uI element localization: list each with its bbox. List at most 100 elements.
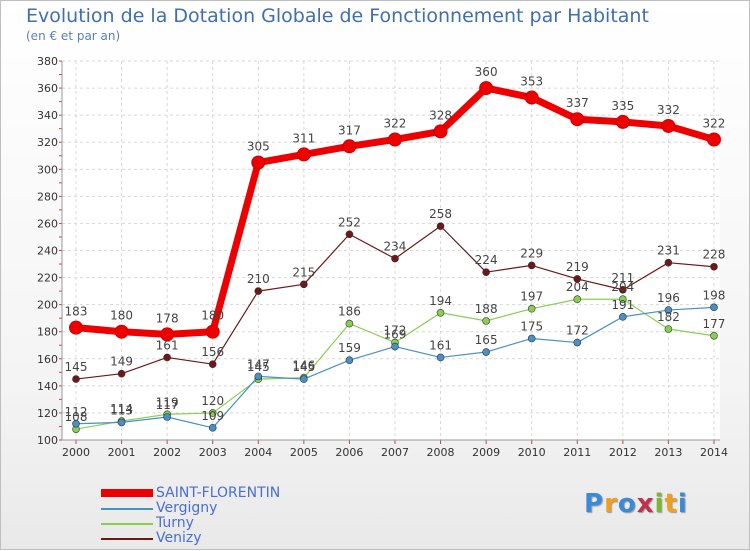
data-label-venizy: 219 [566, 260, 589, 274]
data-label-vergigny: 145 [292, 360, 315, 374]
y-tick-label: 240 [37, 245, 58, 258]
logo-letter: x [636, 489, 655, 519]
y-tick-label: 180 [37, 326, 58, 339]
x-axis: 2000 2001 2002 2003 2004 2005 2006 2007 2008 2009… [62, 446, 728, 459]
data-point-vergigny [117, 418, 126, 427]
y-tick-label: 220 [37, 272, 58, 285]
data-label-saint-florentin: 328 [429, 108, 452, 122]
data-point-saint-florentin [205, 324, 220, 339]
x-tick-label: 2008 [427, 446, 455, 459]
data-point-vergigny [300, 375, 308, 383]
data-label-vergigny: 161 [429, 338, 452, 352]
data-label-venizy: 258 [429, 207, 452, 221]
data-label-vergigny: 191 [611, 298, 634, 312]
data-label-vergigny: 175 [520, 319, 543, 333]
data-label-vergigny: 198 [703, 288, 726, 302]
data-label-vergigny: 112 [65, 405, 88, 419]
data-point-saint-florentin [661, 118, 676, 133]
data-point-venizy [436, 222, 445, 230]
data-point-venizy [391, 254, 399, 263]
x-tick-label: 2002 [153, 446, 181, 459]
data-label-turny: 177 [703, 317, 726, 331]
x-tick-label: 2003 [199, 446, 227, 459]
data-label-turny: 146 [292, 359, 315, 373]
data-label-vergigny: 165 [475, 333, 498, 347]
data-point-venizy [482, 268, 490, 276]
data-label-turny: 145 [247, 360, 270, 374]
chart-title: Evolution de la Dotation Globale de Fonc… [26, 5, 649, 27]
data-point-saint-florentin [296, 147, 311, 162]
data-point-turny [664, 325, 673, 333]
y-tick-label: 200 [37, 299, 58, 312]
data-label-vergigny: 113 [110, 403, 133, 417]
data-point-venizy [72, 375, 80, 383]
y-tick-label: 360 [37, 82, 58, 95]
data-point-saint-florentin [706, 132, 721, 147]
data-point-venizy [664, 258, 673, 267]
data-point-turny [527, 304, 536, 313]
data-label-saint-florentin: 305 [247, 140, 270, 154]
data-label-saint-florentin: 337 [566, 96, 589, 110]
data-label-vergigny: 172 [566, 324, 589, 338]
data-label-venizy: 229 [520, 246, 543, 260]
y-tick-label: 340 [37, 109, 58, 122]
data-label-turny: 204 [566, 280, 589, 294]
series-group [69, 81, 721, 433]
data-point-saint-florentin [114, 324, 129, 339]
y-tick-label: 160 [37, 353, 58, 366]
data-point-vergigny [436, 353, 445, 362]
data-point-vergigny [391, 342, 399, 351]
data-point-venizy [619, 285, 627, 294]
x-tick-label: 2010 [518, 446, 546, 459]
data-point-vergigny [710, 303, 718, 312]
data-label-saint-florentin: 180 [110, 309, 133, 323]
data-point-turny [573, 295, 582, 304]
data-label-vergigny: 196 [657, 291, 680, 305]
data-label-turny: 119 [156, 395, 179, 409]
data-label-turny: 186 [338, 305, 361, 319]
data-point-vergigny [345, 356, 354, 364]
data-point-vergigny [254, 372, 263, 381]
data-label-turny: 194 [429, 294, 452, 308]
data-label-vergigny: 117 [156, 398, 179, 412]
data-label-venizy: 215 [292, 265, 315, 279]
data-label-vergigny: 169 [384, 328, 407, 342]
legend-swatch-venizy [101, 538, 153, 540]
data-label-turny: 197 [520, 290, 543, 304]
data-point-saint-florentin [387, 132, 402, 147]
legend-swatch-saint-florentin [101, 489, 153, 497]
x-tick-label: 2004 [244, 446, 272, 459]
y-tick-label: 280 [37, 190, 58, 203]
data-label-saint-florentin: 317 [338, 123, 361, 137]
data-point-turny [436, 308, 445, 317]
data-point-vergigny [72, 419, 80, 428]
y-tick-label: 300 [37, 163, 58, 176]
data-label-turny: 204 [611, 280, 634, 294]
legend-label: SAINT-FLORENTIN [156, 485, 281, 501]
y-tick-label: 140 [37, 380, 58, 393]
y-axis: 100 120 140 160 180 200 220 240 260 280 300 320 340 3… [37, 55, 58, 447]
data-label-saint-florentin: 311 [292, 131, 315, 145]
legend-label: Turny [156, 515, 194, 531]
data-point-vergigny [482, 348, 490, 356]
data-point-venizy [300, 280, 308, 289]
x-tick-label: 2013 [654, 446, 682, 459]
data-point-saint-florentin [570, 112, 585, 127]
y-tick-label: 320 [37, 136, 58, 149]
data-point-vergigny [664, 306, 673, 314]
data-point-saint-florentin [524, 90, 539, 105]
x-tick-label: 2012 [609, 446, 637, 459]
data-label-venizy: 234 [384, 240, 407, 254]
data-point-venizy [254, 287, 263, 295]
data-point-vergigny [527, 334, 536, 343]
data-label-venizy: 224 [475, 253, 498, 267]
data-label-vergigny: 159 [338, 341, 361, 355]
x-tick-label: 2007 [381, 446, 409, 459]
data-point-saint-florentin [160, 327, 175, 342]
data-point-vergigny [619, 313, 627, 321]
logo-letter: i [677, 489, 688, 519]
data-point-saint-florentin [433, 124, 448, 139]
y-tick-label: 100 [37, 434, 58, 447]
data-label-turny: 182 [657, 310, 680, 324]
